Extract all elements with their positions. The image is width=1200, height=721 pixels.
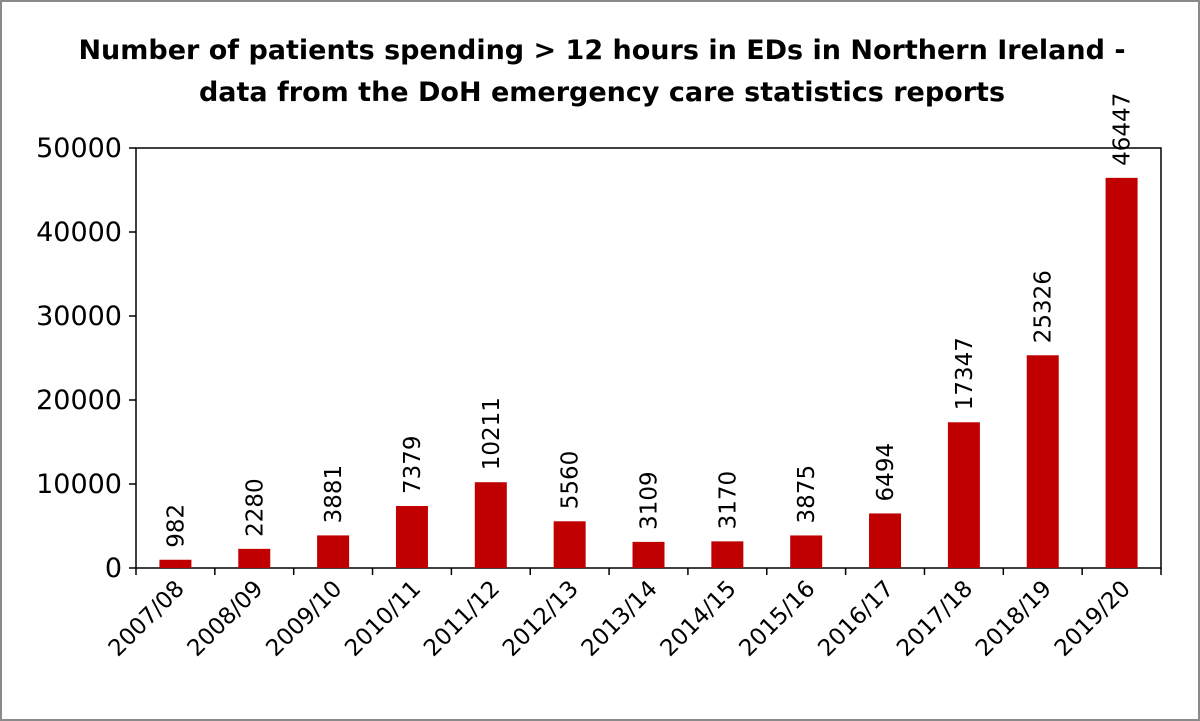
y-tick-label: 50000 bbox=[36, 133, 122, 164]
x-tick-label: 2007/08 bbox=[104, 576, 190, 662]
data-label: 25326 bbox=[1031, 270, 1057, 343]
bar bbox=[474, 482, 507, 568]
chart-title-line-1: Number of patients spending > 12 hours i… bbox=[78, 35, 1126, 66]
bar bbox=[317, 535, 350, 568]
x-tick-label: 2011/12 bbox=[419, 576, 505, 662]
data-label: 17347 bbox=[952, 337, 978, 410]
bar bbox=[238, 548, 271, 568]
y-tick-label: 10000 bbox=[36, 469, 122, 500]
data-label: 3881 bbox=[321, 465, 347, 524]
data-label: 3109 bbox=[637, 471, 663, 530]
x-tick-label: 2008/09 bbox=[183, 576, 269, 662]
data-label: 10211 bbox=[479, 397, 505, 470]
data-label: 982 bbox=[163, 504, 189, 548]
data-label: 3170 bbox=[715, 471, 741, 530]
x-tick-label: 2018/19 bbox=[971, 576, 1057, 662]
x-tick-label: 2017/18 bbox=[892, 576, 978, 662]
bar bbox=[159, 559, 192, 568]
data-label: 3875 bbox=[794, 465, 820, 524]
chart-title-line-2: data from the DoH emergency care statist… bbox=[198, 77, 1006, 108]
x-tick-label: 2009/10 bbox=[261, 576, 347, 662]
data-label: 5560 bbox=[558, 451, 584, 510]
data-label: 7379 bbox=[400, 435, 426, 494]
y-tick-label: 0 bbox=[105, 553, 122, 584]
y-tick-label: 30000 bbox=[36, 301, 122, 332]
x-tick-label: 2016/17 bbox=[813, 576, 899, 662]
data-label: 2280 bbox=[242, 478, 268, 537]
bar bbox=[1026, 355, 1059, 568]
bar bbox=[1105, 177, 1138, 568]
data-label: 46447 bbox=[1110, 93, 1136, 166]
bar bbox=[869, 513, 902, 568]
bar bbox=[790, 535, 823, 568]
y-tick-label: 20000 bbox=[36, 385, 122, 416]
bar bbox=[632, 541, 665, 568]
bar bbox=[553, 521, 586, 568]
x-tick-label: 2010/11 bbox=[340, 576, 426, 662]
x-tick-label: 2014/15 bbox=[656, 576, 742, 662]
x-tick-label: 2019/20 bbox=[1050, 576, 1136, 662]
bar bbox=[947, 422, 980, 568]
chart-title: Number of patients spending > 12 hours i… bbox=[2, 30, 1200, 114]
y-tick-label: 40000 bbox=[36, 217, 122, 248]
bar bbox=[711, 541, 744, 568]
bar bbox=[395, 506, 428, 568]
data-label: 6494 bbox=[873, 443, 899, 502]
x-tick-label: 2012/13 bbox=[498, 576, 584, 662]
x-tick-label: 2013/14 bbox=[577, 576, 663, 662]
x-tick-label: 2015/16 bbox=[734, 576, 820, 662]
